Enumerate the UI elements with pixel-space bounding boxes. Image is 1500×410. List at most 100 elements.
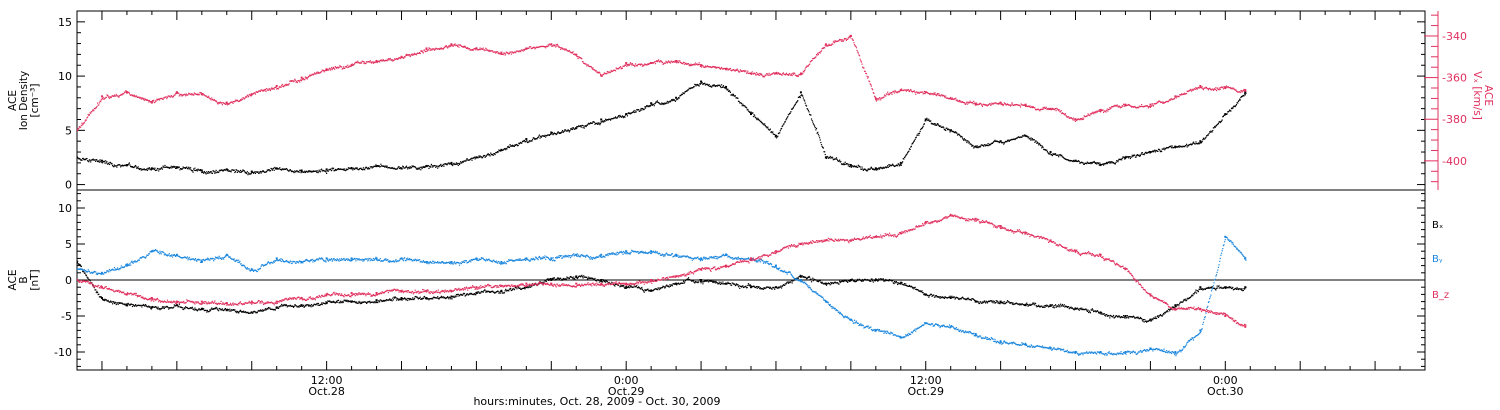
scatter-dot — [837, 40, 839, 42]
scatter-dot — [849, 164, 851, 167]
scatter-dot — [379, 166, 381, 168]
scatter-dot — [492, 154, 494, 156]
scatter-dot — [263, 171, 265, 173]
scatter-dot — [527, 47, 529, 49]
scatter-dot — [455, 296, 457, 298]
scatter-dot — [1026, 135, 1029, 137]
scatter-dot — [296, 81, 298, 84]
scatter-dot — [790, 74, 792, 76]
scatter-dot — [360, 301, 362, 303]
scatter-dot — [646, 64, 648, 66]
scatter-dot — [552, 277, 554, 279]
scatter-dot — [507, 52, 509, 54]
scatter-dot — [1120, 106, 1122, 108]
scatter-dot — [104, 97, 106, 99]
scatter-dot — [571, 276, 573, 278]
scatter-dot — [468, 159, 471, 161]
scatter-dot — [1179, 145, 1181, 147]
scatter-dot — [450, 45, 452, 47]
scatter-dot — [236, 169, 238, 171]
scatter-dot — [829, 44, 831, 46]
scatter-dot — [295, 81, 297, 83]
scatter-dot — [439, 47, 441, 49]
scatter-dot — [249, 312, 252, 314]
scatter-dot — [254, 92, 256, 94]
scatter-dot — [468, 293, 470, 296]
scatter-dot — [944, 96, 946, 99]
scatter-dot — [318, 304, 320, 306]
scatter-dot — [1142, 153, 1145, 155]
scatter-dot — [560, 279, 562, 281]
scatter-dot — [507, 146, 509, 149]
scatter-dot — [577, 57, 579, 60]
scatter-dot — [699, 65, 702, 68]
scatter-dot — [593, 121, 595, 123]
scatter-dot — [905, 89, 907, 91]
scatter-dot — [483, 49, 486, 51]
scatter-dot — [1033, 139, 1035, 141]
scatter-dot — [409, 167, 411, 169]
scatter-dot — [342, 66, 345, 68]
scatter-dot — [561, 47, 564, 49]
data-point — [974, 103, 977, 106]
scatter-dot — [671, 284, 673, 286]
scatter-dot — [223, 169, 225, 171]
scatter-dot — [307, 304, 309, 306]
scatter-dot — [505, 290, 507, 292]
scatter-dot — [1240, 90, 1242, 92]
scatter-dot — [827, 45, 829, 47]
scatter-dot — [79, 158, 81, 160]
scatter-dot — [936, 123, 939, 125]
scatter-dot — [124, 164, 126, 166]
scatter-dot — [1103, 110, 1105, 112]
scatter-dot — [1178, 145, 1180, 147]
scatter-dot — [1014, 104, 1017, 106]
scatter-dot — [1226, 113, 1228, 115]
scatter-dot — [100, 101, 102, 103]
scatter-dot — [165, 96, 167, 98]
scatter-dot — [588, 65, 590, 67]
scatter-dot — [919, 91, 921, 93]
scatter-dot — [869, 168, 871, 170]
scatter-dot — [1013, 138, 1015, 140]
scatter-dot — [328, 168, 330, 171]
scatter-dot — [608, 118, 610, 120]
scatter-dot — [757, 118, 760, 120]
scatter-dot — [917, 134, 919, 136]
scatter-dot — [814, 127, 816, 129]
scatter-dot — [416, 52, 418, 55]
scatter-dot — [213, 308, 215, 310]
scatter-dot — [1008, 104, 1010, 106]
scatter-dot — [694, 64, 696, 66]
scatter-dot — [1138, 154, 1140, 156]
scatter-dot — [670, 100, 672, 102]
scatter-dot — [907, 151, 909, 153]
scatter-dot — [822, 47, 824, 49]
scatter-dot — [1086, 115, 1088, 117]
scatter-dot — [770, 131, 773, 133]
scatter-dot — [131, 166, 134, 168]
scatter-dot — [805, 66, 808, 68]
scatter-dot — [549, 134, 551, 136]
scatter-dot — [666, 285, 668, 287]
scatter-dot — [175, 92, 177, 94]
scatter-dot — [663, 286, 665, 288]
scatter-dot — [171, 166, 174, 168]
scatter-dot — [158, 99, 160, 101]
scatter-dot — [1242, 90, 1244, 92]
scatter-dot — [822, 147, 824, 149]
scatter-dot — [1011, 103, 1014, 105]
scatter-dot — [829, 155, 831, 158]
scatter-dot — [550, 279, 552, 281]
scatter-dot — [1172, 98, 1175, 100]
scatter-dot — [1018, 104, 1020, 106]
scatter-dot — [572, 127, 574, 129]
scatter-dot — [350, 64, 353, 66]
scatter-dot — [422, 52, 424, 54]
scatter-dot — [216, 308, 218, 310]
scatter-dot — [302, 305, 304, 307]
scatter-dot — [809, 114, 811, 116]
scatter-dot — [405, 165, 408, 167]
scatter-dot — [1091, 112, 1093, 114]
scatter-dot — [382, 165, 384, 167]
